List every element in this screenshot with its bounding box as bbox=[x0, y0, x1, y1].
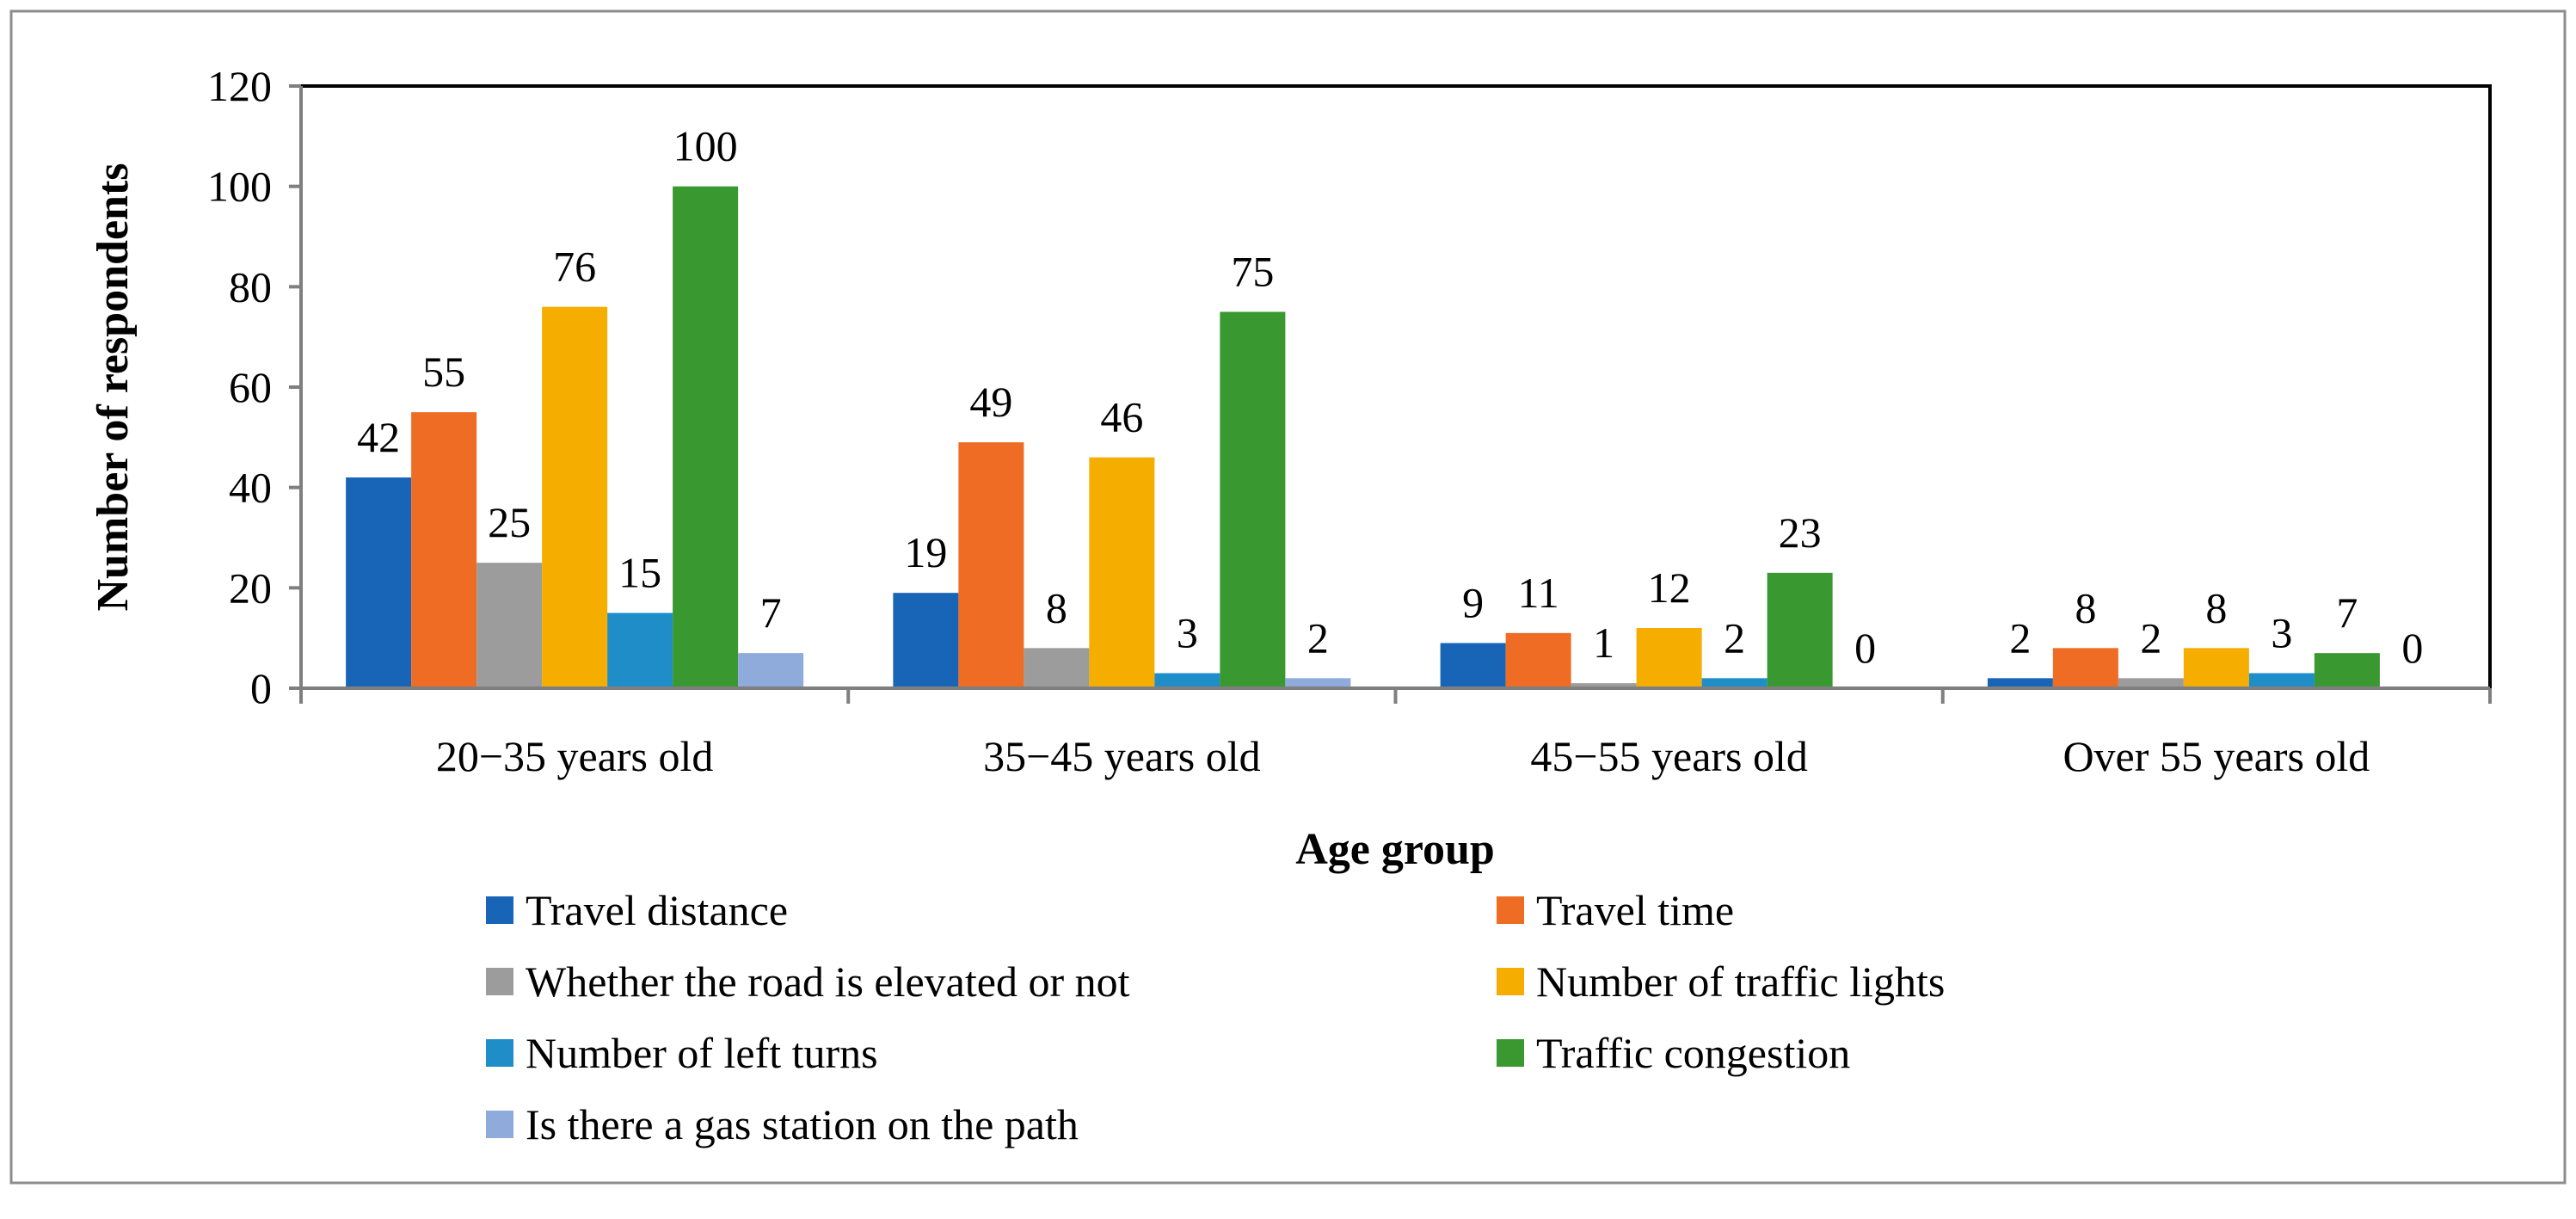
bar-travel-time-3 bbox=[2052, 648, 2118, 688]
data-label: 3 bbox=[1177, 609, 1198, 657]
legend-swatch bbox=[486, 1111, 513, 1138]
data-label: 2 bbox=[2009, 613, 2031, 662]
data-label: 76 bbox=[553, 243, 596, 291]
legend-label: Is there a gas station on the path bbox=[526, 1100, 1079, 1148]
bar-traffic-congestion-0 bbox=[673, 186, 739, 688]
legend-swatch bbox=[486, 968, 513, 995]
y-ticks: 0 20 40 60 80 100 120 bbox=[207, 62, 301, 712]
y-tick-label: 100 bbox=[207, 163, 272, 211]
legend-swatch bbox=[486, 896, 513, 924]
y-tick-label: 40 bbox=[229, 464, 272, 512]
data-label: 8 bbox=[2075, 583, 2096, 631]
data-label: 9 bbox=[1462, 579, 1484, 627]
y-tick-label: 120 bbox=[207, 62, 272, 110]
bar-traffic-congestion-1 bbox=[1220, 311, 1286, 688]
data-label: 46 bbox=[1100, 393, 1143, 441]
x-category-label: Over 55 years old bbox=[2063, 732, 2370, 780]
bar-travel-time-0 bbox=[411, 412, 477, 688]
data-label: 1 bbox=[1593, 619, 1614, 667]
bar-travel-time-1 bbox=[958, 442, 1024, 688]
data-label: 2 bbox=[1307, 613, 1329, 662]
legend-item-travel-time: Travel time bbox=[1497, 886, 1734, 934]
bar-travel-distance-0 bbox=[346, 477, 412, 688]
bar-travel-distance-3 bbox=[1987, 678, 2053, 688]
data-label: 3 bbox=[2271, 609, 2292, 657]
bar-is-there-a-gas-station-on-the-path-1 bbox=[1285, 678, 1351, 688]
legend-swatch bbox=[1497, 896, 1524, 924]
bar-travel-distance-1 bbox=[893, 593, 959, 688]
data-label: 12 bbox=[1648, 563, 1691, 612]
data-label: 11 bbox=[1518, 569, 1559, 617]
y-tick-label: 20 bbox=[229, 563, 272, 612]
bar-whether-the-road-is-elevated-or-not-3 bbox=[2118, 678, 2184, 688]
bar-traffic-congestion-3 bbox=[2314, 653, 2380, 688]
bar-travel-distance-2 bbox=[1440, 643, 1506, 688]
y-tick-label: 0 bbox=[250, 664, 272, 712]
data-label: 2 bbox=[1724, 613, 1745, 662]
legend: Travel distance Travel time Whether the ro… bbox=[486, 886, 1945, 1148]
legend-swatch bbox=[486, 1039, 513, 1067]
legend-item-traffic-congestion: Traffic congestion bbox=[1497, 1029, 1850, 1077]
x-category-label: 35−45 years old bbox=[983, 732, 1261, 780]
bar-whether-the-road-is-elevated-or-not-2 bbox=[1571, 683, 1637, 688]
data-label: 0 bbox=[2401, 624, 2423, 672]
data-label: 0 bbox=[1854, 624, 1876, 672]
legend-label: Travel time bbox=[1536, 886, 1734, 934]
legend-label: Travel distance bbox=[526, 886, 788, 934]
data-label: 49 bbox=[969, 378, 1012, 426]
data-label: 15 bbox=[618, 549, 661, 597]
data-label: 100 bbox=[673, 122, 738, 170]
legend-item-number-of-traffic-lights: Number of traffic lights bbox=[1497, 957, 1945, 1006]
bar-number-of-left-turns-3 bbox=[2248, 673, 2315, 688]
legend-item-whether-the-road-is-elevated-or-not: Whether the road is elevated or not bbox=[486, 957, 1130, 1006]
bar-is-there-a-gas-station-on-the-path-0 bbox=[738, 653, 804, 688]
bar-traffic-congestion-2 bbox=[1767, 572, 1833, 688]
y-tick-label: 80 bbox=[229, 262, 272, 311]
data-label: 8 bbox=[1046, 583, 1067, 631]
bar-number-of-traffic-lights-0 bbox=[542, 306, 608, 688]
legend-label: Number of left turns bbox=[526, 1029, 878, 1077]
bar-number-of-traffic-lights-2 bbox=[1636, 628, 1702, 688]
data-label: 55 bbox=[422, 348, 465, 396]
data-label: 7 bbox=[2336, 588, 2358, 637]
bar-number-of-left-turns-2 bbox=[1701, 678, 1768, 688]
bar-number-of-left-turns-0 bbox=[607, 613, 673, 688]
legend-label: Whether the road is elevated or not bbox=[526, 957, 1130, 1006]
bar-number-of-traffic-lights-3 bbox=[2183, 648, 2249, 688]
data-label: 25 bbox=[488, 498, 531, 546]
x-category-label: 45−55 years old bbox=[1530, 732, 1808, 780]
legend-item-travel-distance: Travel distance bbox=[486, 886, 788, 934]
legend-swatch bbox=[1497, 1039, 1524, 1067]
data-label: 75 bbox=[1231, 248, 1274, 296]
bar-number-of-traffic-lights-1 bbox=[1089, 457, 1155, 688]
legend-swatch bbox=[1497, 968, 1524, 995]
legend-item-is-there-a-gas-station-on-the-path: Is there a gas station on the path bbox=[486, 1100, 1079, 1148]
data-label: 42 bbox=[357, 413, 400, 461]
bar-travel-time-2 bbox=[1505, 632, 1571, 688]
bar-whether-the-road-is-elevated-or-not-0 bbox=[476, 563, 543, 688]
legend-label: Traffic congestion bbox=[1536, 1029, 1850, 1077]
y-tick-label: 60 bbox=[229, 363, 272, 411]
x-category-label: 20−35 years old bbox=[436, 732, 714, 780]
data-label: 7 bbox=[760, 588, 782, 637]
legend-label: Number of traffic lights bbox=[1536, 957, 1945, 1006]
data-label: 19 bbox=[904, 528, 947, 576]
data-label: 2 bbox=[2140, 613, 2161, 662]
data-label: 23 bbox=[1779, 508, 1822, 557]
y-axis-title: Number of respondents bbox=[89, 163, 138, 611]
data-label: 8 bbox=[2205, 583, 2227, 631]
x-axis-title: Age group bbox=[1295, 825, 1495, 874]
bar-number-of-left-turns-1 bbox=[1154, 673, 1220, 688]
x-categories: 20−35 years old 35−45 years old 45−55 year… bbox=[299, 688, 2492, 780]
bar-whether-the-road-is-elevated-or-not-1 bbox=[1024, 648, 1090, 688]
legend-item-number-of-left-turns: Number of left turns bbox=[486, 1029, 878, 1077]
bars-layer bbox=[346, 186, 2380, 688]
